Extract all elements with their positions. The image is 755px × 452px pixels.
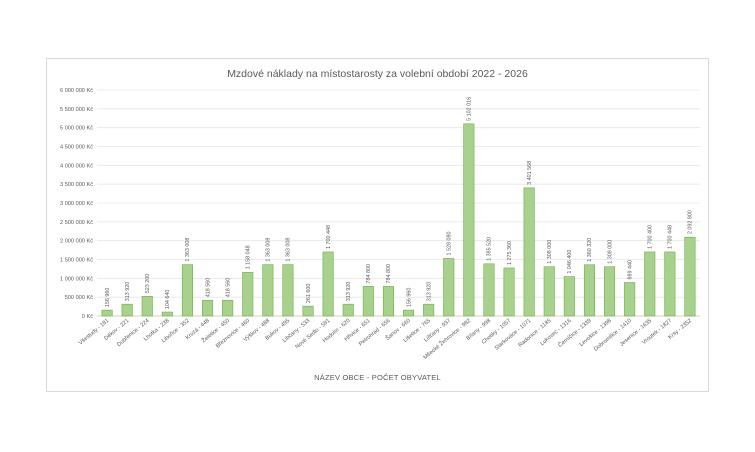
y-tick-label: 4 500 000 Kč [60, 145, 93, 151]
y-tick-label: 2 500 000 Kč [60, 220, 93, 226]
gridlines [97, 89, 700, 317]
bar [141, 295, 153, 317]
bar [222, 299, 234, 317]
chart-title: Mzdové náklady na místostarosty za voleb… [227, 68, 528, 80]
bar [523, 187, 535, 317]
bar [664, 251, 676, 317]
data-labels: 156 960 313 920 523 200 104 640 1 363 008 418… [105, 97, 694, 309]
data-label: 2 092 800 [688, 210, 694, 234]
data-label: 418 560 [225, 278, 231, 298]
bar [563, 276, 575, 317]
data-label: 1 308 000 [607, 240, 613, 264]
data-label: 523 200 [145, 274, 151, 294]
bar [342, 303, 354, 317]
data-label: 1 700 448 [326, 225, 332, 249]
y-axis-ticks: 0 Kč 500 000 Kč 1 000 000 Kč 1 500 000 Kč 2 … [60, 88, 93, 320]
data-label: 1 700 448 [668, 225, 674, 249]
data-label: 1 046 400 [567, 250, 573, 274]
y-tick-label: 3 000 000 Kč [60, 201, 93, 207]
data-label: 5 102 016 [467, 97, 473, 121]
bar [583, 264, 595, 317]
bar [443, 258, 455, 317]
y-tick-label: 5 500 000 Kč [60, 107, 93, 113]
bar [423, 303, 435, 317]
data-label: 156 960 [406, 288, 412, 308]
data-label: 1 363 008 [286, 238, 292, 262]
bar [362, 286, 374, 317]
bar [463, 123, 475, 317]
bars [101, 123, 696, 317]
bar [181, 264, 193, 317]
data-label: 784 800 [366, 264, 372, 284]
bar [202, 299, 214, 317]
data-label: 784 800 [386, 264, 392, 284]
bar [624, 282, 636, 317]
data-label: 104 640 [165, 290, 171, 310]
y-tick-label: 6 000 000 Kč [60, 88, 93, 94]
data-label: 313 920 [426, 282, 432, 302]
data-label: 1 360 320 [587, 238, 593, 262]
y-tick-label: 0 Kč [82, 314, 93, 320]
y-tick-label: 3 500 000 Kč [60, 182, 93, 188]
bar [543, 266, 555, 317]
bar [604, 266, 616, 317]
bar [121, 303, 133, 317]
data-label: 1 308 000 [547, 240, 553, 264]
x-tick-label: Starkováce - 1071 [494, 318, 533, 352]
x-tick-label: Černíčice - 1339 [557, 317, 593, 349]
data-label: 156 960 [105, 288, 111, 308]
data-label: 1 158 048 [246, 245, 252, 269]
data-label: 313 920 [346, 282, 352, 302]
y-tick-label: 2 000 000 Kč [60, 239, 93, 245]
data-label: 313 920 [125, 282, 131, 302]
bar [282, 264, 294, 317]
bar [242, 272, 254, 317]
y-tick-label: 5 000 000 Kč [60, 126, 93, 132]
bar [403, 309, 415, 317]
data-label: 1 275 360 [507, 241, 513, 265]
bar [101, 309, 113, 317]
y-tick-label: 4 000 000 Kč [60, 163, 93, 169]
y-tick-label: 1 000 000 Kč [60, 276, 93, 282]
bar [322, 251, 334, 317]
data-label: 418 560 [205, 278, 211, 298]
data-label: 3 401 568 [527, 161, 533, 185]
bar [161, 311, 173, 317]
bar [302, 305, 314, 317]
x-tick-label: Nové Sedlo - 591 [294, 318, 331, 350]
chart-frame [46, 58, 709, 392]
bar [382, 286, 394, 317]
bar [262, 264, 274, 317]
data-label: 889 440 [627, 260, 633, 280]
y-tick-label: 500 000 Kč [65, 295, 94, 301]
data-label: 1 528 080 [447, 231, 453, 255]
y-tick-label: 1 500 000 Kč [60, 258, 93, 264]
bar [684, 236, 696, 317]
data-label: 261 600 [306, 284, 312, 304]
bar [503, 267, 515, 317]
data-label: 1 385 520 [487, 237, 493, 261]
data-label: 1 700 400 [648, 225, 654, 249]
x-tick-label: Všestudy - 181 [78, 318, 110, 347]
x-axis-title: NÁZEV OBCE - POČET OBYVATEL [314, 373, 441, 382]
bar [644, 251, 656, 317]
bar [483, 263, 495, 317]
data-label: 1 363 008 [185, 238, 191, 262]
data-label: 1 363 008 [266, 238, 272, 262]
